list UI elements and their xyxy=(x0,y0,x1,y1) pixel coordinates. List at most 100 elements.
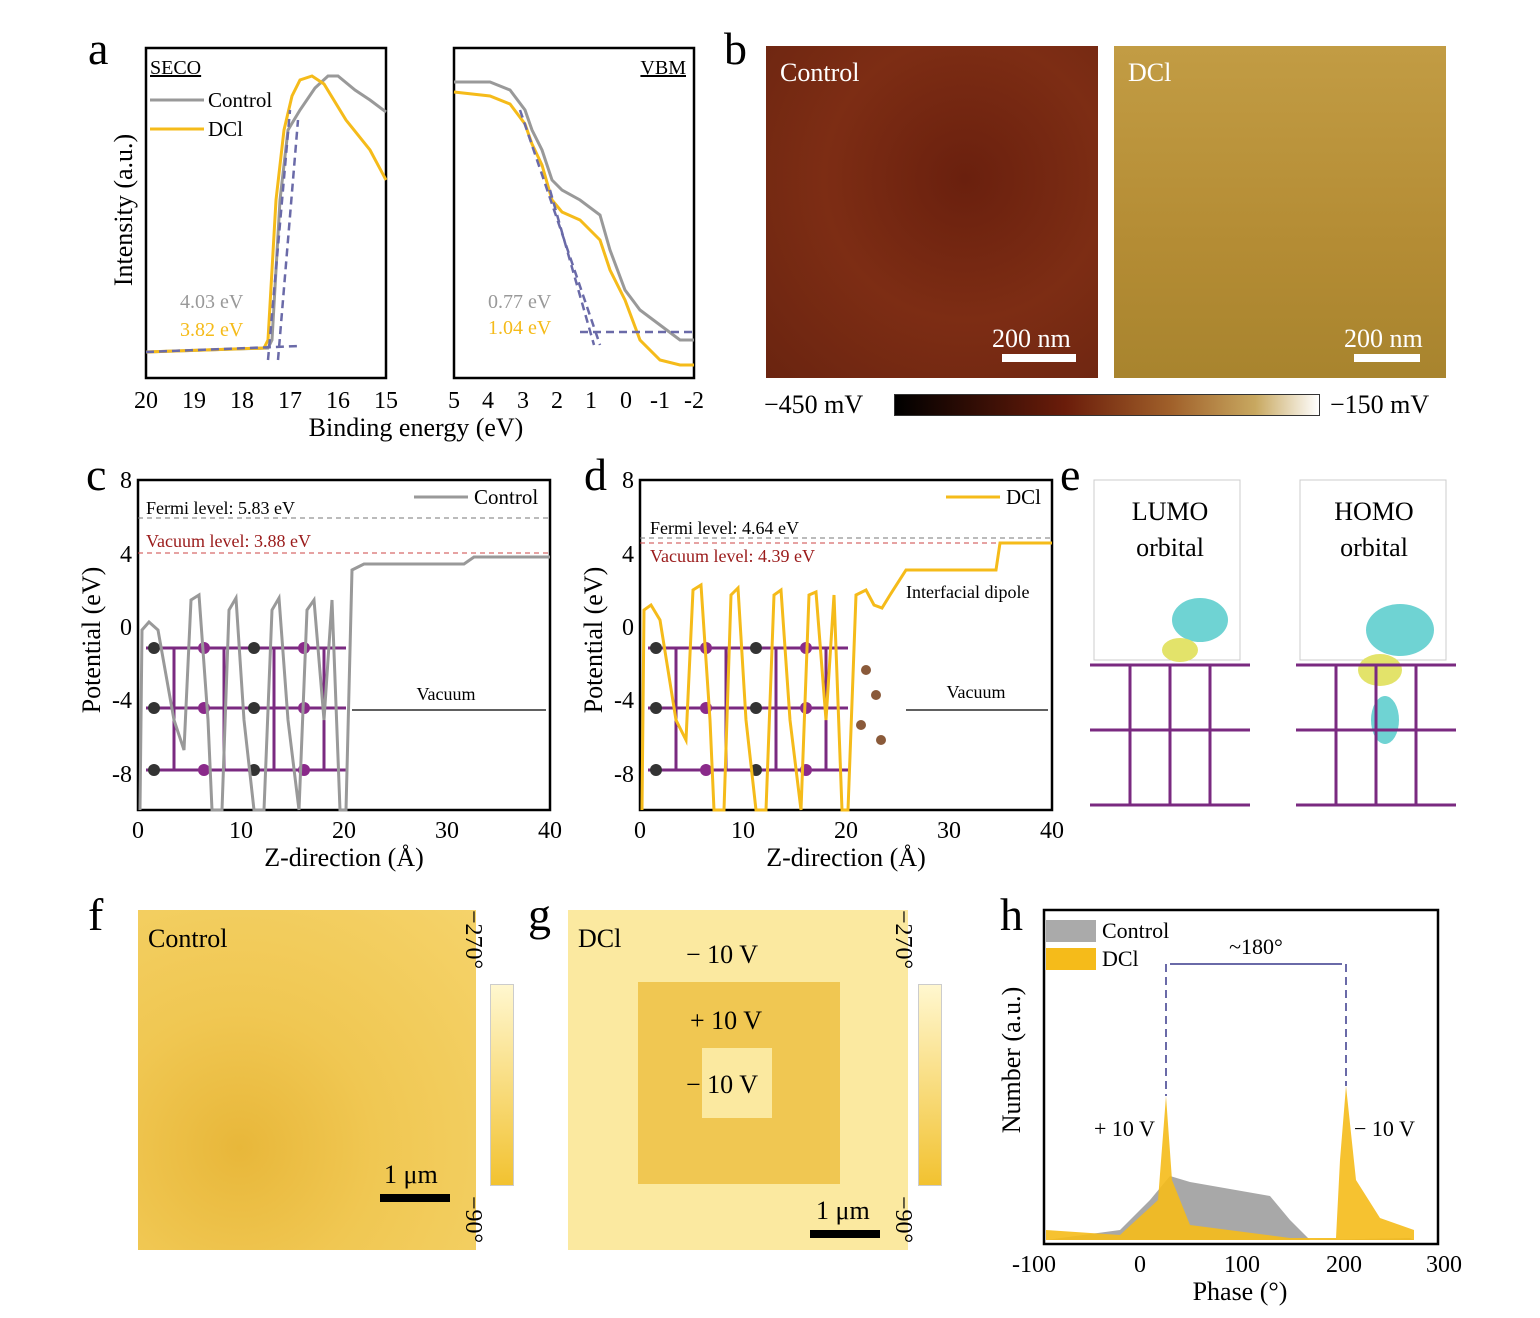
h-xtick: 0 xyxy=(1134,1252,1146,1278)
pfm-control-label: Control xyxy=(148,924,228,953)
seco-control-curve xyxy=(145,74,387,354)
vbm-tag: VBM xyxy=(640,57,686,79)
c-potential-curve xyxy=(138,555,550,812)
d-xtick: 40 xyxy=(1040,818,1064,844)
d-yticks: 8 4 0 -4 -8 xyxy=(614,470,634,788)
vbm-control-curve xyxy=(454,80,694,342)
c-ytick: 8 xyxy=(120,470,132,494)
h-span-label: ~180° xyxy=(1229,934,1283,959)
vbm-dcl-curve xyxy=(453,90,694,367)
seco-frame xyxy=(144,46,388,380)
seco-tag: SECO xyxy=(150,57,201,79)
h-legend-control: Control xyxy=(1102,918,1169,943)
g-colorbar xyxy=(918,984,942,1186)
h-xtick: 200 xyxy=(1326,1252,1362,1278)
b-cbar-max: −150 mV xyxy=(1330,390,1430,419)
afm-dcl-image: DCl 200 nm xyxy=(1114,46,1446,378)
pfm-dcl-scale-label: 1 μm xyxy=(816,1196,870,1225)
pfm-dcl-v2: + 10 V xyxy=(690,1006,762,1035)
h-xtick: -100 xyxy=(1012,1252,1056,1278)
d-xtick: 30 xyxy=(937,818,961,844)
h-ylabel: Number (a.u.) xyxy=(997,987,1026,1134)
legend-dcl: DCl xyxy=(208,117,243,141)
afm-control-scalebar xyxy=(1002,354,1076,362)
h-xtick: 100 xyxy=(1224,1252,1260,1278)
vbm-xtick: 1 xyxy=(585,388,597,414)
panel-letter-h: h xyxy=(1000,889,1023,940)
h-xticks: -100 0 100 200 300 xyxy=(1012,1252,1462,1278)
c-xtick: 10 xyxy=(229,818,253,844)
c-xtick: 30 xyxy=(435,818,459,844)
pfm-dcl-inner-square xyxy=(702,1048,772,1118)
seco-ann-control: 4.03 eV xyxy=(180,291,244,313)
d-ytick: 4 xyxy=(622,542,634,568)
h-legend-dcl: DCl xyxy=(1102,946,1139,971)
h-right-voltage: − 10 V xyxy=(1354,1116,1415,1141)
d-ytick: 8 xyxy=(622,470,634,494)
f-colorbar xyxy=(490,984,514,1186)
b-cbar-min: −450 mV xyxy=(764,390,864,419)
panel-c-potential: Potential (eV) 8 4 0 -4 -8 0 10 20 30 40… xyxy=(77,470,562,872)
c-xtick: 0 xyxy=(132,818,144,844)
panel-letter-f: f xyxy=(88,889,104,940)
h-frame xyxy=(1042,908,1440,1246)
c-xlabel: Z-direction (Å) xyxy=(264,843,424,872)
seco-fit-dcl xyxy=(276,119,300,361)
h-dcl-histogram xyxy=(1046,1086,1414,1240)
d-xtick: 20 xyxy=(834,818,858,844)
lumo-label-2: orbital xyxy=(1136,533,1204,562)
vbm-xticks: 5 4 3 2 1 0 -1 -2 xyxy=(448,388,704,414)
legend-control: Control xyxy=(208,88,272,112)
c-xticks: 0 10 20 30 40 xyxy=(132,818,562,844)
a-ylabel: Intensity (a.u.) xyxy=(109,134,138,286)
lumo-isosurface xyxy=(1162,598,1228,662)
panel-d-potential: Potential (eV) 8 4 0 -4 -8 0 10 20 30 40… xyxy=(579,470,1064,872)
d-ytick: -4 xyxy=(614,688,634,714)
h-xlabel: Phase (°) xyxy=(1193,1277,1288,1306)
c-xtick: 20 xyxy=(332,818,356,844)
seco-xtick: 15 xyxy=(374,388,398,414)
homo-label-2: orbital xyxy=(1340,533,1408,562)
vbm-xtick: 3 xyxy=(517,388,529,414)
seco-xtick: 19 xyxy=(182,388,206,414)
d-potential-curve xyxy=(640,541,1052,812)
panel-e-orbitals: LUMO orbital HOMO orbital xyxy=(1090,479,1456,807)
c-vacuum-label: Vacuum level: 3.88 eV xyxy=(146,531,311,551)
pfm-control-image: Control 1 μm xyxy=(138,910,476,1250)
vbm-xtick: 0 xyxy=(620,388,632,414)
d-ytick: -8 xyxy=(614,762,634,788)
vbm-frame xyxy=(452,46,696,380)
seco-xticks: 20 19 18 17 16 15 xyxy=(134,388,398,414)
pfm-control-scale-label: 1 μm xyxy=(384,1160,438,1189)
afm-control-label: Control xyxy=(780,58,860,87)
h-legend-dcl-swatch xyxy=(1046,948,1096,970)
panel-letter-g: g xyxy=(528,889,551,940)
c-ytick: 0 xyxy=(120,615,132,641)
homo-isosurface xyxy=(1358,604,1434,744)
seco-ann-dcl: 3.82 eV xyxy=(180,319,244,341)
panel-letter-e: e xyxy=(1060,449,1081,500)
c-lattice-structure xyxy=(146,646,346,772)
vbm-ann-dcl: 1.04 eV xyxy=(488,317,552,339)
panel-letter-b: b xyxy=(724,23,747,74)
afm-dcl-scalebar xyxy=(1354,354,1420,362)
d-xticks: 0 10 20 30 40 xyxy=(634,818,1064,844)
b-colorbar xyxy=(894,394,1320,416)
c-ytick: 4 xyxy=(120,542,132,568)
c-vacuum-region-label: Vacuum xyxy=(417,684,476,704)
c-legend: Control xyxy=(474,485,538,509)
vbm-xtick: -1 xyxy=(650,388,670,414)
c-ytick: -8 xyxy=(112,762,132,788)
c-yticks: 8 4 0 -4 -8 xyxy=(112,470,132,788)
c-ylabel: Potential (eV) xyxy=(77,567,106,714)
d-xlabel: Z-direction (Å) xyxy=(766,843,926,872)
pfm-dcl-scalebar xyxy=(810,1230,880,1238)
vbm-fit-control xyxy=(518,109,602,346)
pfm-dcl-v1: − 10 V xyxy=(686,940,758,969)
d-fermi-label: Fermi level: 4.64 eV xyxy=(650,518,799,538)
d-vacuum-label: Vacuum level: 4.39 eV xyxy=(650,546,815,566)
panel-a-ups: Intensity (a.u.) SECO Control DCl 4.03 e… xyxy=(109,46,704,442)
seco-xtick: 20 xyxy=(134,388,158,414)
a-xlabel: Binding energy (eV) xyxy=(309,413,524,442)
d-xtick: 10 xyxy=(731,818,755,844)
